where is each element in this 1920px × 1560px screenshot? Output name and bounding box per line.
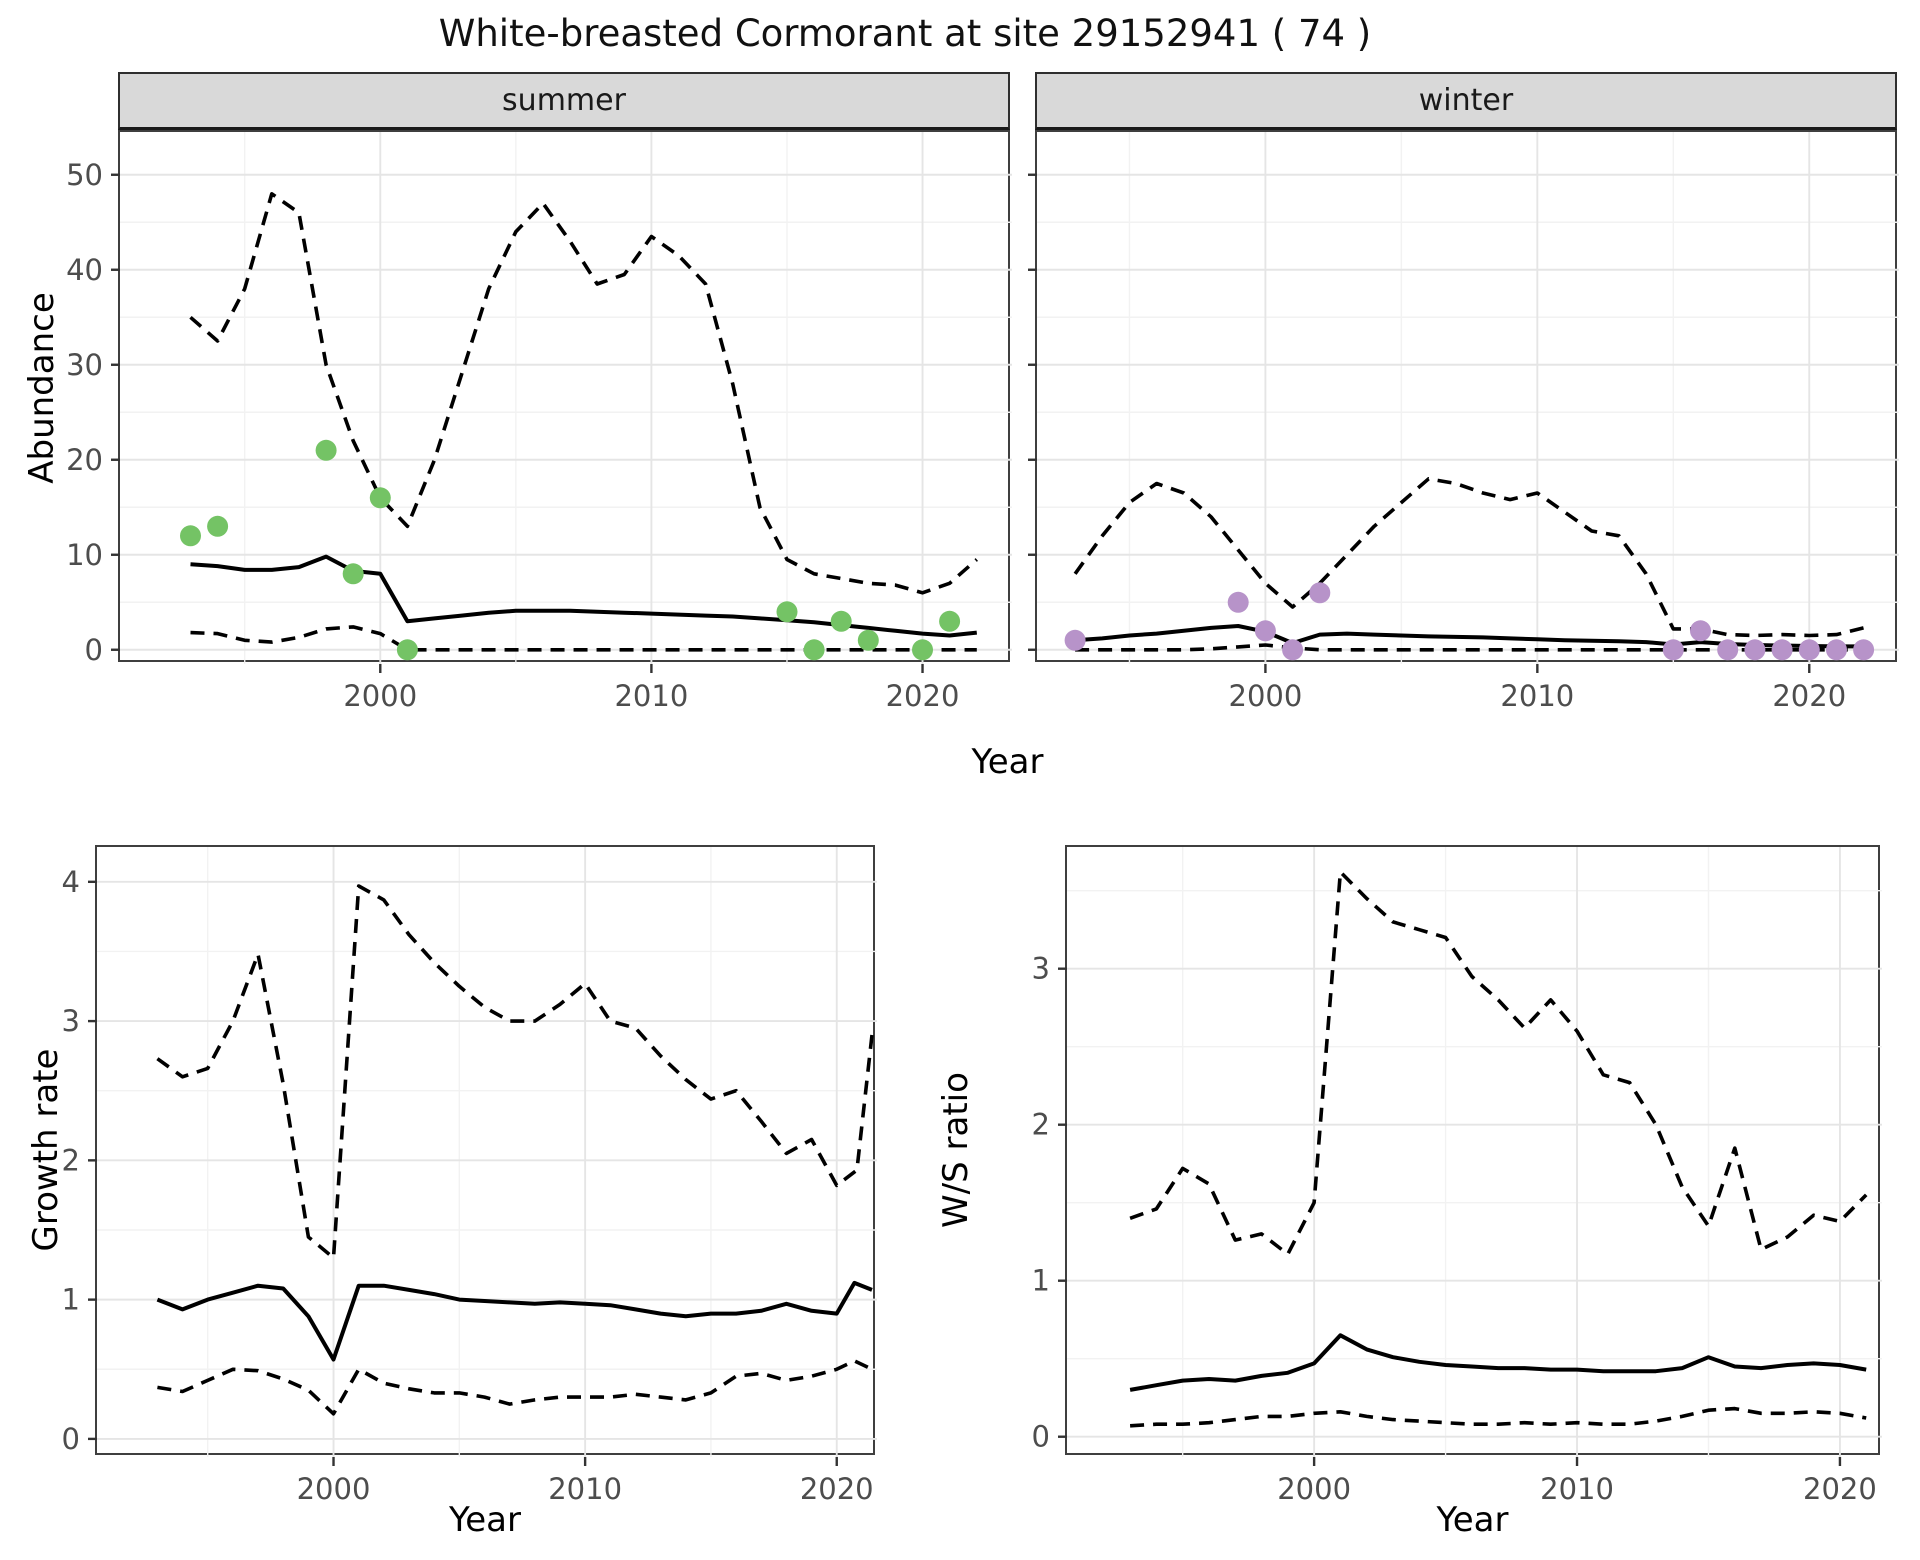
svg-text:30: 30	[66, 348, 103, 382]
svg-text:0: 0	[1032, 1420, 1050, 1454]
y-axis-title-abundance: Abundance	[22, 292, 62, 484]
svg-text:4: 4	[62, 865, 80, 899]
svg-text:0: 0	[85, 633, 103, 667]
x-axis-title-year-bottom-left: Year	[449, 1500, 521, 1540]
y-axis-title-ws-ratio: W/S ratio	[936, 1072, 976, 1228]
plot-title: White-breasted Cormorant at site 2915294…	[438, 12, 1372, 55]
facet-strip-winter-label: winter	[1418, 83, 1514, 118]
facet-strip-summer-label: summer	[502, 83, 626, 118]
svg-text:40: 40	[66, 253, 103, 287]
x-axis-title-year-top: Year	[971, 742, 1044, 782]
panel-ws-ratio: 2000 2010 2020 0 1 2 3	[1032, 845, 1882, 1506]
svg-text:2000: 2000	[1277, 1472, 1351, 1506]
x-axis-title-year-bottom-right: Year	[1436, 1500, 1509, 1540]
facet-strip-winter: winter	[1035, 72, 1897, 130]
svg-text:2000: 2000	[297, 1472, 371, 1506]
svg-text:50: 50	[66, 158, 103, 192]
svg-text:2020: 2020	[1772, 679, 1846, 713]
svg-text:10: 10	[66, 538, 103, 572]
panel-abundance-summer: 2000 2010 2020 0 10 20 30 40 50	[66, 130, 1012, 713]
svg-text:2020: 2020	[800, 1472, 874, 1506]
svg-text:1: 1	[1032, 1264, 1050, 1298]
svg-text:2: 2	[62, 1143, 80, 1177]
svg-text:2020: 2020	[1803, 1472, 1877, 1506]
svg-text:2010: 2010	[1540, 1472, 1614, 1506]
facet-strip-summer: summer	[118, 72, 1010, 130]
svg-text:3: 3	[1032, 952, 1050, 986]
svg-text:20: 20	[66, 443, 103, 477]
svg-text:2010: 2010	[1500, 679, 1574, 713]
svg-text:2000: 2000	[1229, 679, 1303, 713]
svg-text:2: 2	[1032, 1108, 1050, 1142]
panel-abundance-winter: 2000 2010 2020	[1028, 130, 1899, 713]
svg-text:2010: 2010	[548, 1472, 622, 1506]
svg-text:2000: 2000	[343, 679, 417, 713]
svg-text:2010: 2010	[614, 679, 688, 713]
y-axis-title-growth-rate: Growth rate	[26, 1048, 66, 1252]
panel-growth-rate: 2000 2010 2020 0 1 2 3 4	[62, 845, 877, 1506]
svg-text:0: 0	[62, 1422, 80, 1456]
svg-text:2020: 2020	[886, 679, 960, 713]
svg-text:3: 3	[62, 1004, 80, 1038]
svg-text:1: 1	[62, 1283, 80, 1317]
